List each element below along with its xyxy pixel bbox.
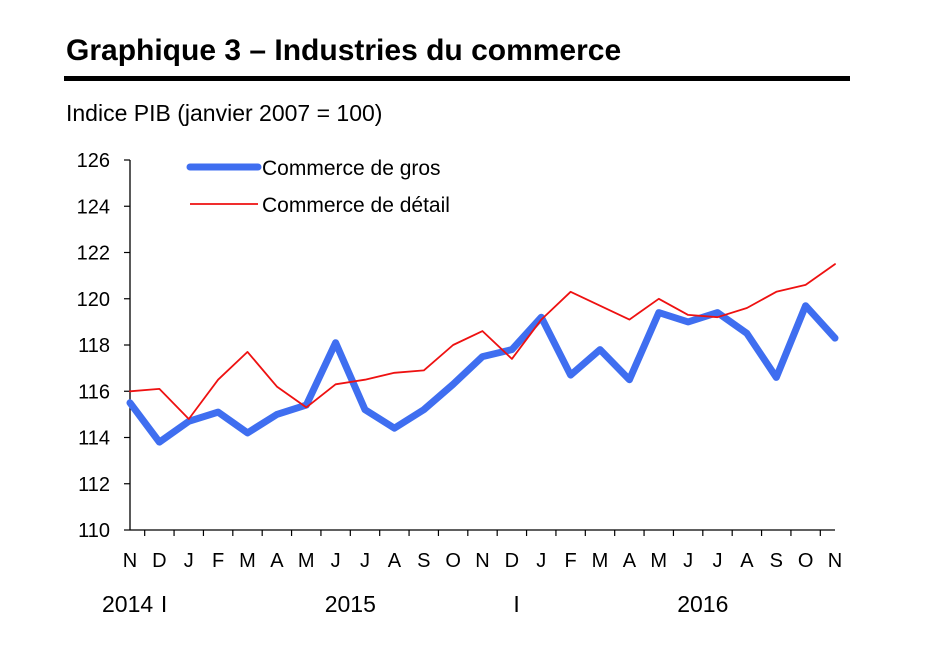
y-axis-labels: 110 112 114 116 118 120 122 124 126 [77,150,110,542]
y-tick-label: 110 [78,520,110,542]
y-tick-label: 124 [77,196,110,218]
chart-series [126,263,839,446]
series-line-0 [126,302,839,446]
x-tick-label: A [740,550,754,572]
y-tick-label: 116 [78,381,110,403]
x-tick-label: D [505,550,519,572]
year-label: 2014 [102,591,153,617]
year-separator: I [161,591,167,617]
x-tick-label: M [650,550,667,572]
x-tick-label: O [445,550,461,572]
x-tick-label: A [270,550,284,572]
y-tick-label: 118 [78,335,110,357]
x-tick-label: M [298,550,315,572]
chart-axes [124,159,835,536]
x-tick-label: S [417,550,430,572]
x-tick-label: A [623,550,637,572]
x-tick-label: N [475,550,489,572]
year-label: 2016 [677,591,728,617]
x-tick-label: F [212,550,224,572]
x-tick-label: J [184,550,194,572]
y-tick-label: 112 [78,474,110,496]
x-tick-label: O [798,550,814,572]
x-tick-label: A [388,550,402,572]
series-line-1 [129,263,836,420]
x-tick-label: J [536,550,546,572]
year-label: 2015 [325,591,376,617]
x-tick-label: M [592,550,609,572]
x-tick-label: J [360,550,370,572]
x-tick-label: J [713,550,723,572]
chart-legend: Commerce de gros Commerce de détail [186,157,450,217]
year-separator: I [513,591,519,617]
chart-title: Graphique 3 – Industries du commerce [66,34,622,67]
legend-label: Commerce de gros [262,157,441,180]
y-tick-label: 120 [77,289,110,311]
title-underline [64,76,850,81]
chart-subtitle: Indice PIB (janvier 2007 = 100) [66,100,383,126]
y-tick-label: 126 [77,150,110,172]
x-tick-label: N [123,550,137,572]
x-tick-label: M [239,550,256,572]
y-tick-label: 114 [78,428,110,450]
y-tick-label: 122 [77,243,110,265]
x-tick-label: N [828,550,842,572]
legend-label: Commerce de détail [262,194,450,217]
x-tick-label: J [683,550,693,572]
x-tick-label: F [565,550,577,572]
x-tick-label: J [331,550,341,572]
x-tick-label: S [770,550,783,572]
x-tick-label: D [152,550,166,572]
